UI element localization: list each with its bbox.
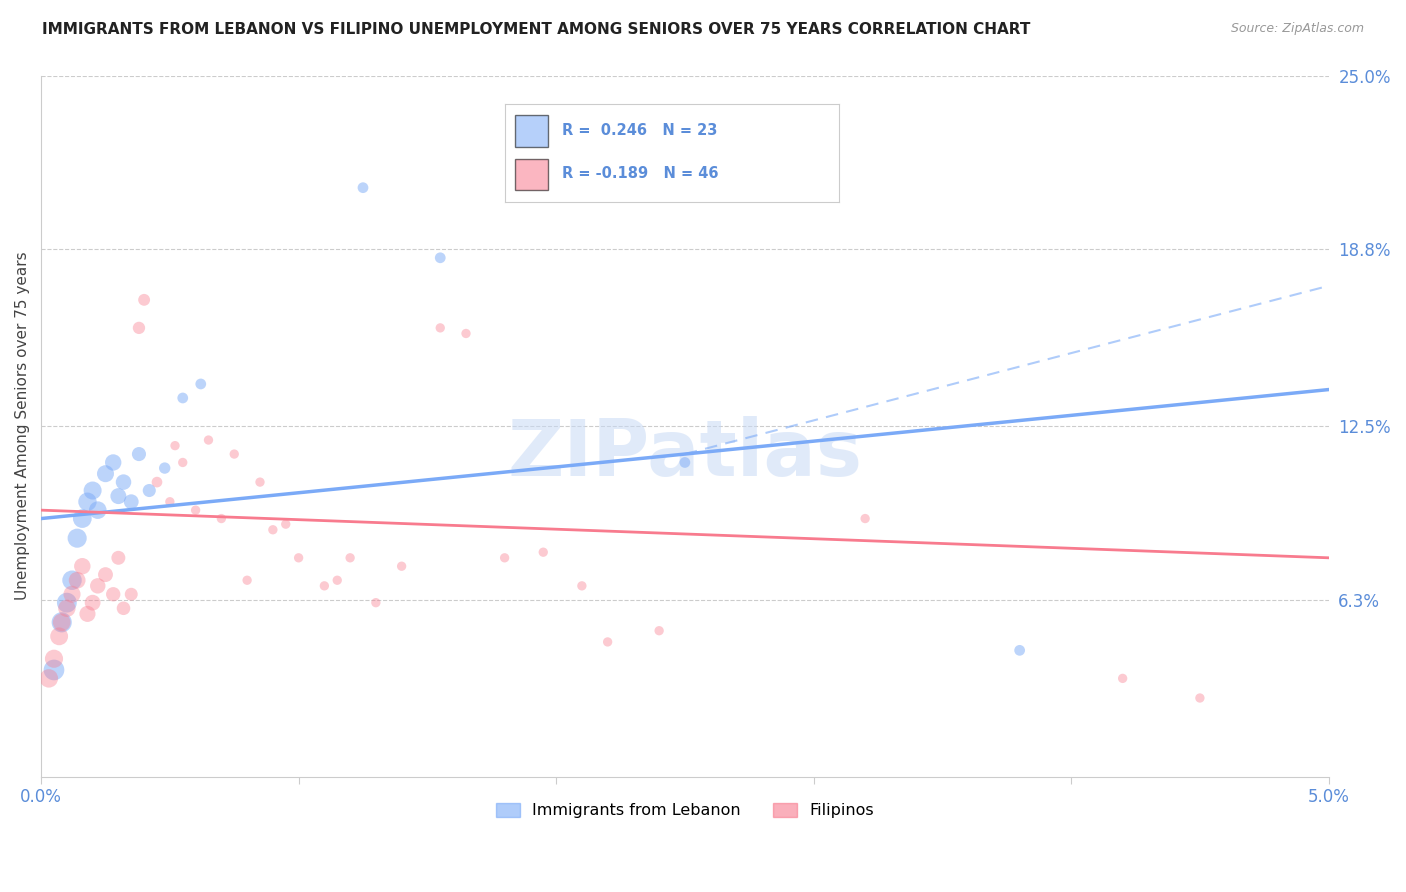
Point <box>172 455 194 469</box>
Point <box>120 494 142 508</box>
Point <box>48 629 70 643</box>
Point <box>1188 691 1211 706</box>
Point <box>103 455 125 469</box>
Point <box>42 663 65 677</box>
Point <box>87 503 110 517</box>
Point <box>352 180 374 194</box>
Point <box>249 475 271 489</box>
Point <box>87 579 110 593</box>
Point <box>429 251 451 265</box>
Point <box>190 376 212 391</box>
Point <box>429 321 451 335</box>
Point <box>128 447 150 461</box>
Text: ZIPatlas: ZIPatlas <box>508 416 862 492</box>
Point <box>1111 672 1133 686</box>
Point <box>163 439 186 453</box>
Point <box>146 475 169 489</box>
Text: IMMIGRANTS FROM LEBANON VS FILIPINO UNEMPLOYMENT AMONG SENIORS OVER 75 YEARS COR: IMMIGRANTS FROM LEBANON VS FILIPINO UNEM… <box>42 22 1031 37</box>
Point <box>72 559 94 574</box>
Point <box>42 652 65 666</box>
Point <box>51 615 73 630</box>
Point <box>1008 643 1031 657</box>
Y-axis label: Unemployment Among Seniors over 75 years: Unemployment Among Seniors over 75 years <box>15 252 30 600</box>
Point <box>120 587 142 601</box>
Point <box>531 545 554 559</box>
Point <box>94 567 117 582</box>
Point <box>56 596 79 610</box>
Point <box>82 596 104 610</box>
Point <box>132 293 155 307</box>
Text: Source: ZipAtlas.com: Source: ZipAtlas.com <box>1230 22 1364 36</box>
Point <box>262 523 284 537</box>
Point <box>391 559 413 574</box>
Point <box>107 550 129 565</box>
Point <box>72 511 94 525</box>
Point <box>51 615 73 630</box>
Point <box>172 391 194 405</box>
Point <box>153 461 176 475</box>
Point <box>209 511 232 525</box>
Point <box>107 489 129 503</box>
Point <box>454 326 477 341</box>
Point <box>128 321 150 335</box>
Point <box>274 517 297 532</box>
Point <box>66 531 89 545</box>
Point <box>56 601 79 615</box>
Point <box>38 672 60 686</box>
Point <box>76 607 98 621</box>
Point <box>596 635 619 649</box>
Point <box>159 494 181 508</box>
Point <box>66 573 89 587</box>
Point <box>94 467 117 481</box>
Point <box>184 503 207 517</box>
Point <box>853 511 876 525</box>
Point <box>224 447 246 461</box>
Point <box>60 573 83 587</box>
Point <box>112 601 135 615</box>
Point <box>648 624 671 638</box>
Point <box>364 596 387 610</box>
Point <box>236 573 259 587</box>
Point <box>673 455 696 469</box>
Point <box>138 483 160 498</box>
Legend: Immigrants from Lebanon, Filipinos: Immigrants from Lebanon, Filipinos <box>489 797 880 824</box>
Point <box>494 550 516 565</box>
Point <box>197 433 219 447</box>
Point <box>571 579 593 593</box>
Point <box>314 579 336 593</box>
Point <box>112 475 135 489</box>
Point <box>326 573 349 587</box>
Point <box>103 587 125 601</box>
Point <box>82 483 104 498</box>
Point <box>60 587 83 601</box>
Point <box>76 494 98 508</box>
Point <box>339 550 361 565</box>
Point <box>287 550 309 565</box>
